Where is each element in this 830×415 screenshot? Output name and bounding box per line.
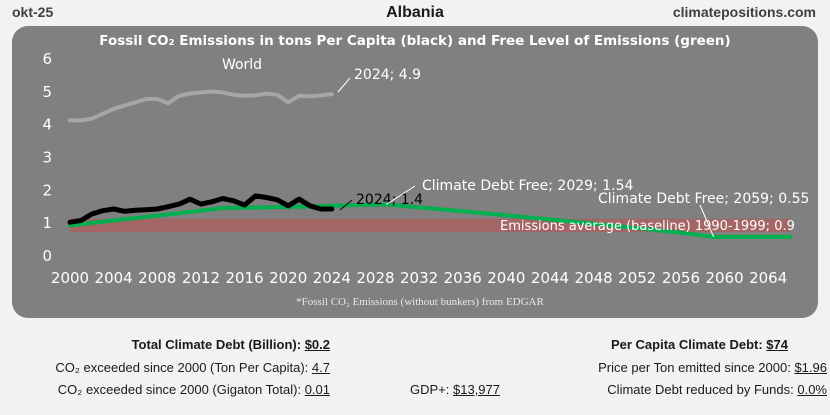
chart-footnote: *Fossil CO₂ Emissions (without bunkers) … [296, 296, 544, 308]
co2-exceeded-ton-label: CO₂ exceeded since 2000 (Ton Per Capita)… [55, 360, 309, 375]
x-tick-label: 2060 [705, 269, 743, 287]
free-level-series-line [68, 202, 792, 239]
x-tick-label: 2016 [225, 269, 263, 287]
gdp-plus-label: GDP+: [410, 382, 450, 397]
price-per-ton-value: $1.96 [794, 360, 827, 375]
per-capita-climate-debt-value: $74 [766, 337, 788, 352]
albania-end-label: 2024; 1.4 [356, 192, 423, 208]
total-climate-debt: Total Climate Debt (Billion): $0.2 [132, 337, 330, 352]
x-tick-label: 2004 [95, 269, 133, 287]
debt-free-2029-label: Climate Debt Free; 2029; 1.54 [422, 178, 633, 194]
x-tick-label: 2024 [313, 269, 351, 287]
x-tick-label: 2012 [182, 269, 220, 287]
albania-series-line [67, 193, 335, 225]
y-tick-label: 0 [42, 247, 52, 265]
co2-exceeded-ton: CO₂ exceeded since 2000 (Ton Per Capita)… [55, 360, 330, 375]
x-tick-label: 2008 [138, 269, 176, 287]
debt-reduced-by-funds: Climate Debt reduced by Funds: 0.0% [607, 382, 827, 397]
total-climate-debt-label: Total Climate Debt (Billion): [131, 337, 302, 352]
chart-title: Fossil CO₂ Emissions in tons Per Capita … [99, 33, 730, 49]
x-tick-label: 2020 [269, 269, 307, 287]
per-capita-climate-debt-label: Per Capita Climate Debt: [610, 337, 763, 352]
x-tick-label: 2044 [531, 269, 569, 287]
price-per-ton-label: Price per Ton emitted since 2000: [598, 360, 791, 375]
debt-free-2059-leader [699, 204, 715, 238]
co2-exceeded-ton-value: 4.7 [311, 360, 330, 375]
co2-exceeded-gigaton-label: CO₂ exceeded since 2000 (Gigaton Total): [57, 382, 302, 397]
debt-reduced-by-funds-label: Climate Debt reduced by Funds: [607, 382, 794, 397]
y-tick-label: 3 [42, 149, 52, 167]
x-tick-label: 2052 [618, 269, 656, 287]
x-tick-label: 2000 [51, 269, 89, 287]
x-tick-label: 2040 [487, 269, 525, 287]
y-tick-label: 6 [42, 50, 52, 68]
site-name: climatepositions.com [672, 4, 816, 20]
world-label: World [222, 57, 262, 73]
debt-free-2059-label: Climate Debt Free; 2059; 0.55 [598, 191, 809, 207]
y-tick-label: 1 [42, 214, 52, 232]
baseline-band [70, 218, 790, 233]
world-end-label: 2024; 4.9 [354, 67, 421, 83]
albania-end-leader [339, 199, 353, 211]
country-title: Albania [386, 4, 444, 21]
x-tick-label: 2048 [575, 269, 613, 287]
x-tick-label: 2032 [400, 269, 438, 287]
y-tick-label: 2 [42, 181, 52, 199]
co2-exceeded-gigaton-value: 0.01 [304, 382, 330, 397]
y-tick-label: 4 [42, 116, 52, 134]
per-capita-climate-debt: Per Capita Climate Debt: $74 [611, 337, 788, 352]
x-tick-label: 2028 [356, 269, 394, 287]
co2-exceeded-gigaton: CO₂ exceeded since 2000 (Gigaton Total):… [58, 382, 330, 397]
x-tick-label: 2036 [444, 269, 482, 287]
x-tick-label: 2064 [749, 269, 787, 287]
total-climate-debt-value: $0.2 [304, 337, 330, 352]
debt-free-2029-leader [386, 185, 416, 205]
y-tick-label: 5 [42, 83, 52, 101]
baseline-label: Emissions average (baseline) 1990-1999; … [500, 219, 795, 234]
date-label: okt-25 [12, 4, 54, 20]
co2-chart: Fossil CO₂ Emissions in tons Per Capita … [42, 33, 809, 308]
world-end-leader [337, 77, 351, 93]
gdp-plus-value: $13,977 [453, 382, 500, 397]
world-series-line [68, 89, 334, 123]
debt-reduced-by-funds-value: 0.0% [797, 382, 827, 397]
price-per-ton: Price per Ton emitted since 2000: $1.96 [598, 360, 827, 375]
chart-panel [12, 26, 818, 318]
x-tick-label: 2056 [662, 269, 700, 287]
gdp-plus: GDP+: $13,977 [410, 382, 500, 397]
